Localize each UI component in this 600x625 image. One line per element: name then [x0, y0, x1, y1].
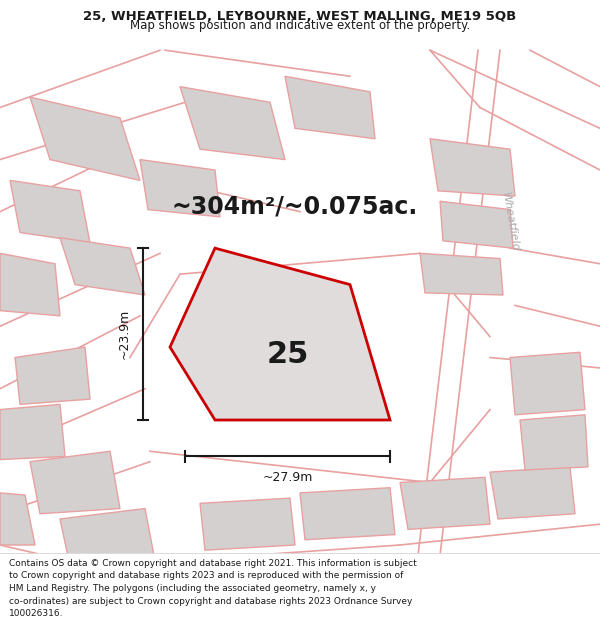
Text: 25: 25: [267, 340, 309, 369]
Text: 25, WHEATFIELD, LEYBOURNE, WEST MALLING, ME19 5QB: 25, WHEATFIELD, LEYBOURNE, WEST MALLING,…: [83, 10, 517, 23]
Polygon shape: [430, 139, 515, 196]
Polygon shape: [300, 488, 395, 540]
Polygon shape: [200, 498, 295, 550]
Text: ~304m²/~0.075ac.: ~304m²/~0.075ac.: [172, 194, 418, 219]
Polygon shape: [0, 253, 60, 316]
Text: Map shows position and indicative extent of the property.: Map shows position and indicative extent…: [130, 19, 470, 32]
Polygon shape: [10, 181, 90, 243]
Polygon shape: [30, 451, 120, 514]
Polygon shape: [440, 201, 513, 248]
Polygon shape: [170, 248, 390, 420]
Polygon shape: [15, 347, 90, 404]
Text: Contains OS data © Crown copyright and database right 2021. This information is : Contains OS data © Crown copyright and d…: [9, 559, 417, 568]
Text: to Crown copyright and database rights 2023 and is reproduced with the permissio: to Crown copyright and database rights 2…: [9, 571, 403, 581]
Polygon shape: [0, 493, 35, 545]
Polygon shape: [490, 467, 575, 519]
Polygon shape: [180, 87, 285, 159]
Text: co-ordinates) are subject to Crown copyright and database rights 2023 Ordnance S: co-ordinates) are subject to Crown copyr…: [9, 597, 412, 606]
Polygon shape: [420, 253, 503, 295]
Text: Wheatfield: Wheatfield: [500, 191, 520, 253]
Text: ~23.9m: ~23.9m: [118, 309, 131, 359]
Polygon shape: [60, 238, 145, 295]
Polygon shape: [285, 76, 375, 139]
Text: ~27.9m: ~27.9m: [262, 471, 313, 484]
Polygon shape: [400, 478, 490, 529]
Polygon shape: [60, 509, 155, 566]
Polygon shape: [30, 97, 140, 181]
Text: 100026316.: 100026316.: [9, 609, 64, 618]
Text: HM Land Registry. The polygons (including the associated geometry, namely x, y: HM Land Registry. The polygons (includin…: [9, 584, 376, 593]
Polygon shape: [520, 415, 588, 470]
Polygon shape: [140, 159, 220, 217]
Polygon shape: [510, 352, 585, 415]
Polygon shape: [0, 404, 65, 459]
